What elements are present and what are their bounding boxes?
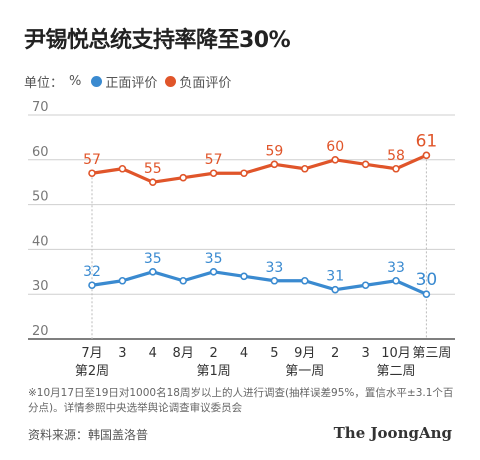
x-sub-label-0: 第2周: [75, 364, 109, 379]
series-1-point-1: [118, 164, 127, 173]
x-tick-label-5: 4: [240, 346, 248, 361]
series-line-0: [91, 270, 428, 296]
legend-swatch-positive: [91, 76, 103, 87]
x-sub-label-7: 第一周: [285, 364, 324, 379]
x-tick-label-0: 7月: [81, 346, 102, 361]
series-0-data-label-2: 35: [144, 251, 162, 267]
series-1-point-2: [149, 178, 157, 186]
chart-title: 尹锡悦总统支持率降至30%: [24, 28, 291, 53]
y-tick-label-40: 40: [32, 234, 49, 249]
series-1-data-label-0: 57: [83, 152, 101, 168]
series-1-point-4: [209, 169, 218, 178]
source-note: 资料来源：韩国盖洛普: [28, 428, 149, 442]
series-1-point-10: [392, 164, 400, 173]
x-tick-label-2: 4: [149, 346, 157, 361]
publisher-logo: The JoongAng: [333, 424, 452, 442]
x-tick-label-10: 10月: [381, 346, 411, 361]
x-tick-label-3: 8月: [173, 346, 194, 361]
series-line-1: [91, 153, 428, 184]
series-0-data-label-11: 30: [416, 270, 438, 290]
series-0-point-6: [270, 276, 279, 285]
legend-label-positive: 正面评价: [105, 76, 158, 91]
series-0-data-label-0: 32: [83, 264, 101, 280]
legend-swatch-negative: [165, 76, 177, 87]
y-tick-label-50: 50: [32, 190, 49, 205]
series-0-point-3: [179, 276, 187, 285]
series-1-data-label-4: 57: [205, 152, 223, 168]
footnote: ※10月17日至19日对1000名18周岁以上的人进行调查(抽样误差95%，置信…: [28, 387, 454, 414]
x-sub-label-4: 第1周: [196, 364, 230, 379]
series-0-point-2: [149, 268, 157, 276]
legend-item-negative: 负面评价: [165, 72, 231, 91]
series-1-data-label-8: 60: [326, 139, 344, 155]
x-tick-label-1: 3: [118, 346, 126, 361]
series-0-point-11: [422, 290, 431, 298]
y-tick-label-30: 30: [32, 279, 49, 294]
x-tick-label-8: 2: [331, 346, 339, 361]
series-0-data-label-10: 33: [387, 260, 405, 276]
series-1-point-7: [300, 164, 309, 173]
x-tick-label-6: 5: [270, 346, 278, 361]
series-1-point-5: [240, 169, 248, 178]
series-0-data-label-8: 31: [326, 269, 344, 285]
series-1-data-label-11: 61: [416, 131, 438, 151]
series-0-point-4: [209, 268, 218, 276]
series-0-point-5: [240, 272, 248, 281]
legend: 单位： % 正面评价 负面评价: [24, 72, 239, 91]
series-0-point-9: [361, 281, 370, 290]
y-tick-label-70: 70: [32, 100, 49, 115]
series-1-point-6: [270, 160, 279, 169]
series-0-data-label-4: 35: [205, 251, 223, 267]
y-tick-label-60: 60: [32, 145, 49, 160]
x-tick-label-9: 3: [361, 346, 369, 361]
unit-label: 单位：: [24, 76, 64, 91]
series-1-point-9: [361, 160, 370, 169]
unit-symbol: %: [69, 74, 82, 89]
series-0-point-1: [118, 276, 127, 285]
legend-label-negative: 负面评价: [179, 76, 232, 91]
series-0-data-label-6: 33: [265, 260, 283, 276]
x-sub-label-10: 第二周: [376, 364, 415, 379]
series-1-data-label-10: 58: [387, 148, 405, 164]
x-tick-label-11: 第三周: [412, 346, 451, 361]
x-tick-label-7: 9月: [294, 346, 315, 361]
series-0-point-0: [88, 281, 96, 290]
series-0-point-10: [392, 276, 400, 285]
series-1-data-label-2: 55: [144, 161, 162, 177]
series-0-point-7: [300, 276, 309, 285]
legend-item-positive: 正面评价: [91, 72, 157, 91]
series-0-point-8: [331, 285, 340, 294]
series-1-point-8: [331, 156, 340, 164]
y-tick-label-20: 20: [32, 324, 49, 339]
x-tick-label-4: 2: [209, 346, 217, 361]
series-1-point-3: [179, 173, 187, 182]
series-1-point-0: [88, 169, 96, 178]
series-1-point-11: [422, 151, 431, 160]
series-1-data-label-6: 59: [265, 143, 283, 159]
